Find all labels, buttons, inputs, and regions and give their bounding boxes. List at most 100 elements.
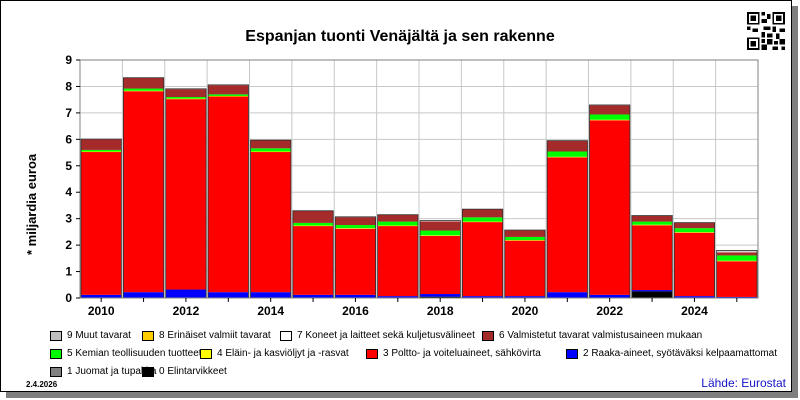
bar-segment [420, 230, 461, 236]
bar-segment [631, 291, 673, 298]
legend-swatch [142, 366, 154, 377]
y-tick-label: 9 [65, 53, 72, 67]
legend-swatch [280, 330, 292, 341]
bar-segment [504, 240, 546, 241]
frame-shadow-bottom [6, 392, 798, 398]
bar-segment [335, 228, 376, 229]
bar-segment [716, 296, 757, 298]
y-tick-label: 6 [65, 132, 72, 146]
legend-label: 9 Muut tavarat [67, 330, 131, 341]
bar-segment [674, 296, 715, 298]
bar-segment [377, 214, 418, 222]
legend-item: 1 Juomat ja tupakka [50, 366, 157, 377]
bar-segment [631, 221, 673, 225]
bar-segment [123, 90, 164, 92]
bar-segment [674, 222, 715, 229]
bar-segment [81, 152, 122, 295]
bar-segment [589, 119, 630, 121]
bar-segment [250, 148, 291, 152]
bar-segment [250, 151, 291, 153]
y-tick-label: 4 [65, 185, 72, 199]
bar-segment [81, 149, 122, 152]
bar-segment [81, 151, 122, 153]
bar-segment [547, 140, 588, 152]
bar-segment [462, 209, 503, 218]
legend-item: 4 Eläin- ja kasviöljyt ja -rasvat [200, 348, 349, 359]
bar-segment [335, 225, 376, 229]
bar-segment [377, 226, 418, 297]
legend-swatch [566, 348, 578, 359]
chart-title: Espanjan tuonti Venäjältä ja sen rakenne [245, 28, 555, 45]
bar-segment [81, 294, 122, 298]
bar-segment [589, 294, 630, 298]
bar-segment [462, 217, 503, 222]
y-tick-label: 3 [65, 212, 72, 226]
y-tick-label: 8 [65, 79, 72, 93]
update-date: 2.4.2026 [26, 380, 58, 389]
bar-segment [420, 294, 461, 297]
bar-segment [208, 85, 249, 95]
bar-segment [631, 215, 673, 222]
bar-segment [674, 228, 715, 233]
frame-shadow-right [792, 6, 798, 396]
bar-segment [462, 222, 503, 297]
bar-segment [250, 292, 291, 298]
bar-segment [165, 99, 207, 290]
bar-segment [123, 77, 164, 89]
x-tick-label: 2014 [257, 304, 284, 318]
bar-segment [716, 250, 757, 252]
y-tick-label: 5 [65, 159, 72, 173]
bar-segment [589, 120, 630, 295]
legend-label: 4 Eläin- ja kasviöljyt ja -rasvat [217, 348, 349, 359]
legend-label: 8 Erinäiset valmiit tavarat [159, 330, 271, 341]
legend-swatch [142, 330, 154, 341]
legend-item: 6 Valmistetut tavarat valmistusaineen mu… [482, 330, 702, 341]
y-tick-label: 2 [65, 238, 72, 252]
source-label: Lähde: Eurostat [701, 376, 786, 390]
bar-segment [504, 296, 546, 298]
bar-segment [292, 210, 334, 223]
bar-segment [589, 114, 630, 120]
legend-swatch [200, 348, 212, 359]
bar-segment [123, 292, 164, 298]
bar-segment [292, 222, 334, 226]
legend-label: 0 Elintarvikkeet [159, 366, 227, 377]
bar-segment [335, 217, 376, 226]
x-tick-label: 2024 [681, 304, 708, 318]
legend-label: 1 Juomat ja tupakka [67, 366, 157, 377]
legend-item: 8 Erinäiset valmiit tavarat [142, 330, 271, 341]
bar-segment [208, 292, 249, 298]
x-tick-label: 2010 [88, 304, 115, 318]
bar-segment [547, 156, 588, 158]
bar-segment [420, 235, 461, 236]
legend-label: 7 Koneet ja laitteet sekä kuljetusväline… [297, 330, 475, 341]
bar-segment [377, 225, 418, 227]
legend-item: 2 Raaka-aineet, syötäväksi kelpaamattoma… [566, 348, 777, 359]
bar-segment [462, 296, 503, 298]
y-tick-label: 7 [65, 106, 72, 120]
bar-segment [377, 296, 418, 298]
legend-swatch [50, 348, 62, 359]
legend-swatch [482, 330, 494, 341]
legend-label: 6 Valmistetut tavarat valmistusaineen mu… [499, 330, 703, 341]
bar-segment [123, 91, 164, 293]
bar-segment [716, 261, 757, 297]
qr-code-icon[interactable] [747, 12, 785, 50]
bar-segment [589, 105, 630, 115]
y-tick-label: 1 [65, 265, 72, 279]
bar-segment [250, 152, 291, 293]
bar-segment [716, 255, 757, 261]
bar-segment [547, 292, 588, 298]
bar-segment [335, 228, 376, 295]
legend-label: 5 Kemian teollisuuden tuotteet [67, 348, 202, 359]
bar-segment [631, 225, 673, 291]
bar-segment [123, 88, 164, 91]
x-tick-label: 2016 [342, 304, 369, 318]
legend-item: 0 Elintarvikkeet [142, 366, 227, 377]
bar-segment [631, 290, 673, 292]
bar-segment [165, 89, 207, 98]
legend-swatch [50, 366, 62, 377]
plot-border [79, 59, 759, 299]
bar-segment [420, 221, 461, 231]
